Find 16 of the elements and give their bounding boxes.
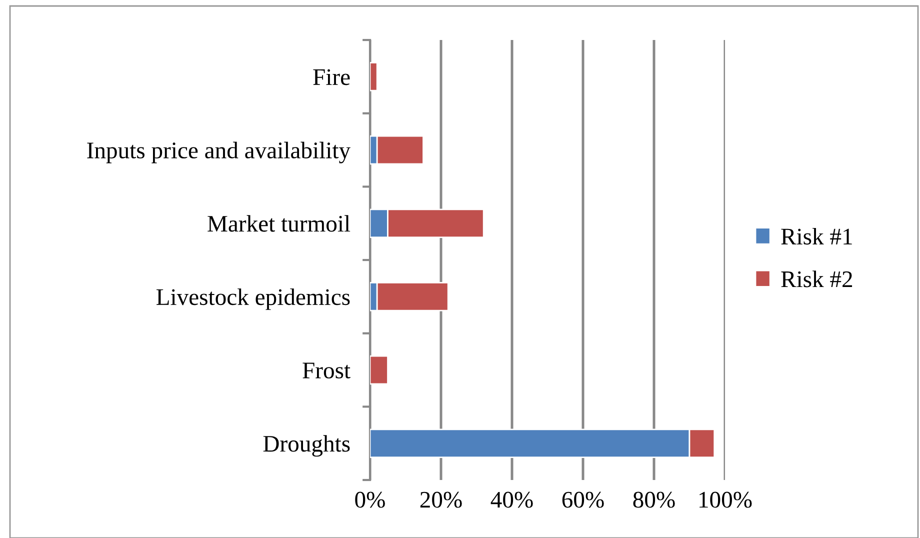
x-tick-label: 40% [490,492,533,508]
y-tick-label: Frost [302,362,350,378]
x-tick-label: 80% [633,492,675,508]
legend-label: Risk #1 [781,228,852,245]
x-tick-label: 0% [355,492,385,508]
x-tick-label: 20% [420,492,462,508]
y-tick-label: Market turmoil [208,215,350,232]
y-tick-label: Droughts [263,435,350,457]
x-tick-label: 100% [700,492,752,508]
x-tick-label: 60% [562,492,604,508]
bar [370,355,388,385]
y-tick-label: Fire [313,69,350,86]
y-tick-label: Inputs price and availability [87,142,350,164]
bar [370,62,378,92]
legend-label: Risk #2 [781,270,852,288]
y-tick-label: Livestock epidemics [156,288,350,310]
